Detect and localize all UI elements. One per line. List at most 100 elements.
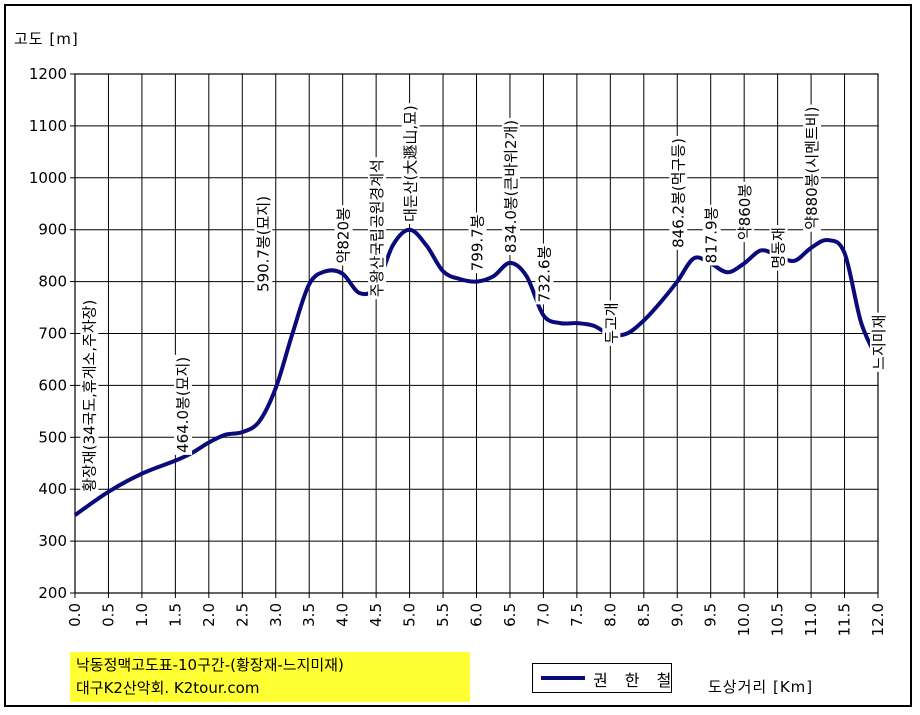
annotation: 황장재(34국도,휴게소,주차장) xyxy=(80,297,99,494)
annotation-bg xyxy=(769,225,788,271)
annotation: 817.9봉 xyxy=(702,204,721,266)
annotation-label: 464.0봉(묘지) xyxy=(174,357,192,453)
x-tick-label: 4.5 xyxy=(367,603,385,627)
elevation-line xyxy=(73,227,880,517)
annotation: 주왕산국립공원경계석 xyxy=(368,157,387,300)
x-tick-label: 11.5 xyxy=(836,603,854,636)
y-tick-labels: 200 300 400 500 600 700 800 900 1000 1100 1200 xyxy=(29,65,67,602)
annotation: 799.7봉 xyxy=(468,212,487,274)
x-tick-label: 2.0 xyxy=(200,603,218,627)
annotation-bg xyxy=(702,204,721,266)
annotation-bg xyxy=(803,104,822,232)
y-tick-label: 1100 xyxy=(29,117,67,135)
y-tick-label: 200 xyxy=(38,584,67,602)
x-tick-label: 3.0 xyxy=(267,603,285,627)
annotation: 464.0봉(묘지) xyxy=(174,354,193,455)
x-tick-label: 7.0 xyxy=(534,603,552,627)
annotation-label: 732.6봉 xyxy=(535,246,553,303)
series-line xyxy=(73,227,880,517)
annotation-bg xyxy=(368,157,387,300)
chart-frame xyxy=(4,4,912,707)
legend-label: 권 한 철 xyxy=(593,671,678,690)
x-tick-label: 0.0 xyxy=(66,603,84,627)
legend: 권 한 철 xyxy=(532,663,672,693)
annotation-bg xyxy=(468,212,487,274)
annotation-bg xyxy=(334,205,353,266)
annotation: 834.0봉(큰바위2개) xyxy=(501,117,520,256)
x-tick-label: 12.0 xyxy=(869,603,887,636)
y-tick-label: 300 xyxy=(38,532,67,550)
y-tick-label: 600 xyxy=(38,376,67,394)
x-tick-label: 9.5 xyxy=(702,603,720,627)
annotation-label: 약860봉 xyxy=(736,184,754,240)
chart-title: 낙동정맥고도표-10구간-(황장재-느지미재) xyxy=(76,656,344,674)
annotation-bg xyxy=(736,181,755,243)
x-tick-label: 1.5 xyxy=(166,603,184,627)
annotation: 590.7봉(묘지) xyxy=(254,193,273,294)
annotation-label: 846.2봉(먹구등) xyxy=(669,138,687,248)
y-tick-label: 500 xyxy=(38,428,67,446)
annotation-label: 834.0봉(큰바위2개) xyxy=(502,120,520,253)
annotation-label: 약820봉 xyxy=(335,207,353,263)
x-tick-label: 11.0 xyxy=(802,603,820,636)
y-tick-label: 800 xyxy=(38,273,67,291)
x-tick-label: 5.5 xyxy=(434,603,452,627)
annotation: 두고개 xyxy=(602,300,621,346)
annotation: 약860봉 xyxy=(736,181,755,243)
annotation-label: 590.7봉(묘지) xyxy=(254,196,272,292)
x-tick-label: 10.0 xyxy=(735,603,753,636)
annotation-label: 느지미재 xyxy=(870,315,888,370)
x-tick-label: 0.5 xyxy=(99,603,117,627)
annotation-label: 817.9봉 xyxy=(703,207,721,264)
grid xyxy=(70,73,879,598)
legend-swatch xyxy=(541,676,585,680)
annotation-label: 황장재(34국도,휴게소,주차장) xyxy=(80,300,98,492)
y-tick-label: 400 xyxy=(38,480,67,498)
annotation-bg xyxy=(80,297,99,494)
y-tick-label: 700 xyxy=(38,325,67,343)
annotation-bg xyxy=(401,103,420,224)
annotation-bg xyxy=(501,117,520,256)
annotations: 황장재(34국도,휴게소,주차장) 464.0봉(묘지) 590.7봉(묘지) 약82… xyxy=(80,103,888,494)
annotation-bg xyxy=(174,354,193,455)
annotation: 732.6봉 xyxy=(535,243,554,305)
chart-title-box: 낙동정맥고도표-10구간-(황장재-느지미재) 대구K2산악회. K2tour.… xyxy=(70,652,470,702)
annotation: 약880봉(시멘트비) xyxy=(803,104,822,232)
annotation-bg xyxy=(669,136,688,250)
annotation-label: 대둔산(大遯山,묘) xyxy=(402,105,420,222)
x-tick-label: 8.0 xyxy=(601,603,619,627)
annotation: 명동재 xyxy=(769,225,788,271)
x-tick-label: 9.0 xyxy=(668,603,686,627)
x-tick-label: 1.0 xyxy=(133,603,151,627)
y-tick-label: 1000 xyxy=(29,169,67,187)
y-axis-label: 고도 [m] xyxy=(14,30,79,48)
x-tick-label: 6.0 xyxy=(468,603,486,627)
x-axis-label: 도상거리 [Km] xyxy=(708,678,814,696)
x-tick-labels: 0.0 0.5 1.0 1.5 2.0 2.5 3.0 3.5 4.0 4.5 5.0 5.5 6.0 6… xyxy=(66,603,887,636)
annotation: 846.2봉(먹구등) xyxy=(669,136,688,250)
x-tick-label: 2.5 xyxy=(233,603,251,627)
x-tick-label: 6.5 xyxy=(501,603,519,627)
annotation-label: 명동재 xyxy=(770,227,788,268)
annotation-bg xyxy=(870,312,888,372)
annotation: 대둔산(大遯山,묘) xyxy=(401,103,420,224)
annotation-bg xyxy=(602,300,621,346)
x-tick-label: 5.0 xyxy=(401,603,419,627)
annotation-label: 주왕산국립공원경계석 xyxy=(368,159,386,297)
x-tick-label: 10.5 xyxy=(769,603,787,636)
annotation: 약820봉 xyxy=(334,205,353,266)
x-tick-label: 7.5 xyxy=(568,603,586,627)
annotation-label: 약880봉(시멘트비) xyxy=(803,107,821,230)
annotation-bg xyxy=(535,243,554,305)
x-tick-label: 3.5 xyxy=(300,603,318,627)
x-tick-label: 8.5 xyxy=(635,603,653,627)
annotation-bg xyxy=(254,193,273,294)
y-tick-label: 900 xyxy=(38,221,67,239)
annotation: 느지미재 xyxy=(870,312,888,372)
chart-subtitle: 대구K2산악회. K2tour.com xyxy=(76,679,260,697)
annotation-label: 799.7봉 xyxy=(469,214,487,271)
annotation-label: 두고개 xyxy=(602,302,620,343)
y-tick-label: 1200 xyxy=(29,65,67,83)
x-tick-label: 4.0 xyxy=(334,603,352,627)
